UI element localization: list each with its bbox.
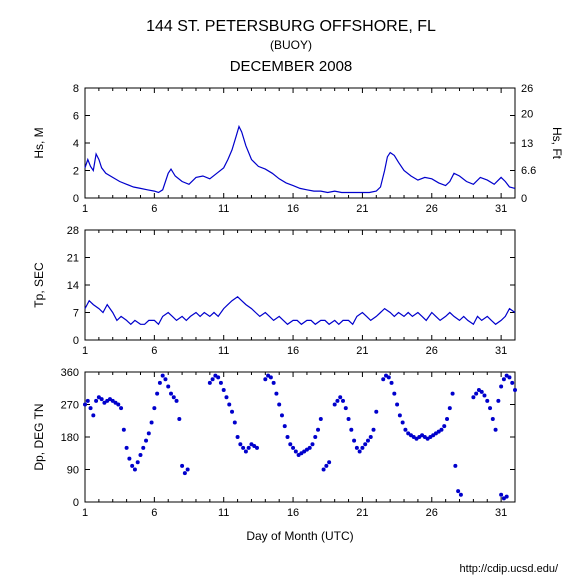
- svg-text:0: 0: [73, 497, 79, 509]
- svg-text:1: 1: [82, 203, 88, 215]
- svg-text:8: 8: [73, 83, 79, 95]
- svg-text:14: 14: [67, 280, 79, 292]
- svg-text:16: 16: [287, 345, 299, 357]
- svg-text:1: 1: [82, 507, 88, 519]
- svg-text:1: 1: [82, 345, 88, 357]
- svg-text:6.6: 6.6: [521, 165, 536, 177]
- svg-text:4: 4: [73, 138, 79, 150]
- svg-text:26: 26: [521, 83, 533, 95]
- svg-text:6: 6: [151, 345, 157, 357]
- svg-text:6: 6: [151, 507, 157, 519]
- svg-text:7: 7: [73, 308, 79, 320]
- svg-text:26: 26: [426, 507, 438, 519]
- svg-text:Day of Month (UTC): Day of Month (UTC): [246, 529, 353, 543]
- svg-text:21: 21: [356, 203, 368, 215]
- svg-text:180: 180: [61, 432, 79, 444]
- svg-text:21: 21: [356, 507, 368, 519]
- svg-text:20: 20: [521, 108, 533, 120]
- svg-text:16: 16: [287, 203, 299, 215]
- svg-text:11: 11: [218, 203, 229, 215]
- svg-text:90: 90: [67, 465, 79, 477]
- svg-text:11: 11: [218, 507, 229, 519]
- svg-text:11: 11: [218, 345, 229, 357]
- svg-text:13: 13: [521, 138, 533, 150]
- svg-text:2: 2: [73, 166, 79, 178]
- svg-text:270: 270: [61, 400, 79, 412]
- svg-text:Hs, Ft: Hs, Ft: [550, 127, 564, 160]
- svg-text:26: 26: [426, 345, 438, 357]
- svg-text:6: 6: [151, 203, 157, 215]
- svg-text:0: 0: [521, 193, 527, 205]
- svg-text:360: 360: [61, 367, 79, 379]
- svg-text:16: 16: [287, 507, 299, 519]
- attribution-link: http://cdip.ucsd.edu/: [460, 563, 558, 575]
- svg-text:6: 6: [73, 111, 79, 123]
- svg-text:Hs, M: Hs, M: [32, 127, 46, 158]
- svg-text:Tp, SEC: Tp, SEC: [32, 262, 46, 308]
- svg-text:0: 0: [73, 335, 79, 347]
- svg-text:21: 21: [356, 345, 368, 357]
- svg-text:28: 28: [67, 225, 79, 237]
- svg-text:31: 31: [495, 345, 507, 357]
- plot-area: 1611162126310246806.6132026Hs, FtHs, M16…: [0, 0, 582, 581]
- svg-text:21: 21: [67, 253, 79, 265]
- svg-text:31: 31: [495, 507, 507, 519]
- svg-text:31: 31: [495, 203, 507, 215]
- svg-text:0: 0: [73, 193, 79, 205]
- svg-text:Dp, DEG TN: Dp, DEG TN: [32, 403, 46, 470]
- svg-text:26: 26: [426, 203, 438, 215]
